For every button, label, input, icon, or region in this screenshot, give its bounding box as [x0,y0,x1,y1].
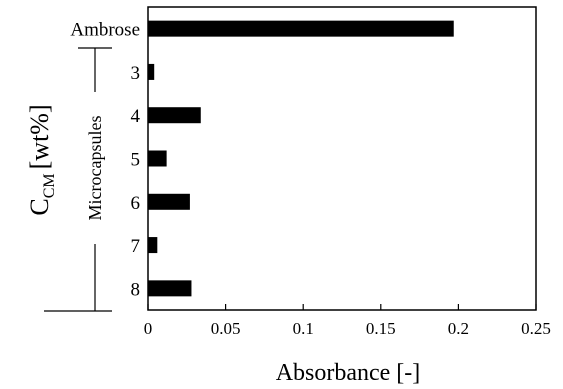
plot-frame [147,6,537,311]
category-label-6: 6 [131,193,141,214]
bar-8 [148,280,192,297]
bar-6 [148,193,190,210]
group-label: Microcapsules [85,116,105,221]
x-tick-label: 0.2 [448,319,469,338]
x-tick-label: 0.25 [521,319,551,338]
x-tick-label: 0.05 [211,319,241,338]
x-tick-label: 0.15 [366,319,396,338]
category-label-3: 3 [131,63,141,84]
y-axis-title: CCM[wt%] [25,104,58,215]
x-axis-title: Absorbance [-] [276,360,421,386]
bar-ambrose [148,20,454,37]
bar-4 [148,107,201,124]
category-label-5: 5 [131,150,141,171]
category-label-4: 4 [131,106,141,127]
bar-5 [148,150,167,167]
x-axis-ticks: 0 0.05 0.1 0.15 0.2 0.25 [144,304,551,338]
category-label-8: 8 [131,279,141,300]
bars-group [148,20,454,297]
category-label-ambrose: Ambrose [70,20,140,41]
x-tick-label: 0 [144,319,153,338]
category-label-7: 7 [131,236,141,257]
category-labels: Ambrose 3 4 5 6 7 8 [70,20,154,300]
x-tick-label: 0.1 [293,319,314,338]
